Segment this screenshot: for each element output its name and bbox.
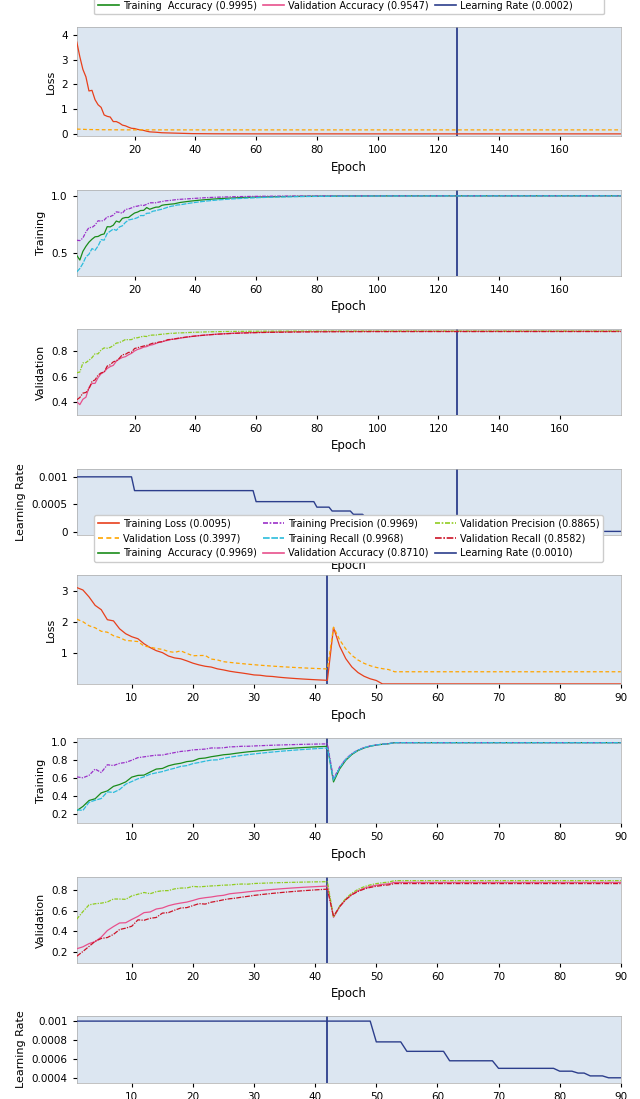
Y-axis label: Training: Training [36, 211, 45, 255]
Y-axis label: Validation: Validation [36, 892, 45, 947]
Y-axis label: Learning Rate: Learning Rate [16, 463, 26, 541]
Y-axis label: Loss: Loss [45, 618, 56, 642]
Y-axis label: Training: Training [36, 758, 45, 802]
Legend: Training Loss (0.0022), Validation Loss (0.1626), Training  Accuracy (0.9995), T: Training Loss (0.0022), Validation Loss … [94, 0, 604, 14]
Y-axis label: Validation: Validation [36, 344, 45, 400]
X-axis label: Epoch: Epoch [331, 559, 367, 573]
X-axis label: Epoch: Epoch [331, 300, 367, 313]
X-axis label: Epoch: Epoch [331, 848, 367, 861]
X-axis label: Epoch: Epoch [331, 160, 367, 174]
Text: (a): (a) [335, 579, 363, 598]
X-axis label: Epoch: Epoch [331, 987, 367, 1000]
Legend: Training Loss (0.0095), Validation Loss (0.3997), Training  Accuracy (0.9969), T: Training Loss (0.0095), Validation Loss … [94, 514, 604, 563]
X-axis label: Epoch: Epoch [331, 440, 367, 453]
Y-axis label: Loss: Loss [45, 70, 56, 95]
X-axis label: Epoch: Epoch [331, 709, 367, 722]
Y-axis label: Learning Rate: Learning Rate [16, 1011, 26, 1088]
